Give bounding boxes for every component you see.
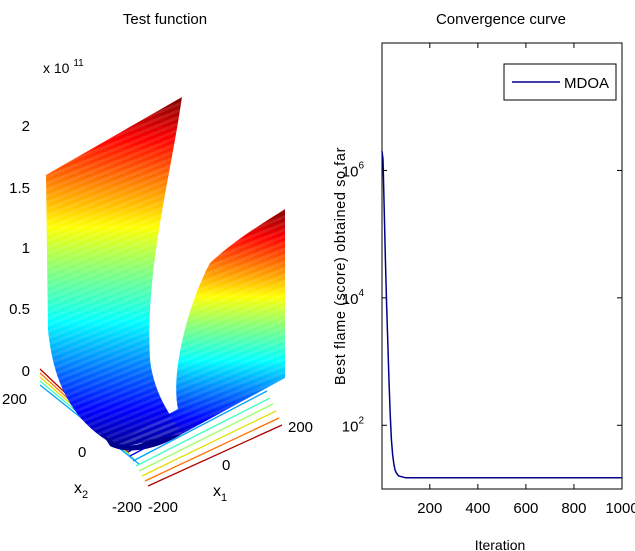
surface-title: Test function: [123, 11, 207, 28]
x-tick-label: 400: [465, 500, 490, 517]
x2-tick-label: 0: [78, 444, 86, 461]
x-ticks: 200 400 600 800 1000: [417, 43, 635, 517]
z-multiplier-base: x 10: [43, 60, 70, 76]
legend-label: MDOA: [564, 75, 609, 92]
contour-line: [135, 397, 271, 467]
contour-line: [132, 390, 268, 462]
contour-line: [147, 424, 283, 487]
z-ticks: 2 1.5 1 0.5 0: [9, 118, 30, 380]
x1-tick-label: 200: [288, 419, 313, 436]
series-group: [381, 151, 622, 479]
x1-axis-label: x1: [213, 483, 227, 504]
legend: MDOA: [503, 63, 617, 101]
x-tick-label: 600: [513, 500, 538, 517]
surface-back-stripes: [110, 209, 285, 446]
y-tick-label: 102: [342, 415, 365, 435]
series-line-mdoa: [381, 151, 622, 479]
x-tick-label: 800: [561, 500, 586, 517]
x-tick-label: 1000: [605, 500, 635, 517]
x2-tick-label: -200: [112, 499, 142, 516]
z-tick-label: 2: [22, 118, 30, 135]
plot-area: [381, 42, 623, 490]
surface-stripes: [46, 97, 182, 448]
contour-line: [141, 410, 277, 477]
x2-ticks: 200 0 -200: [2, 391, 142, 516]
x2-axis-label: x2: [74, 480, 88, 501]
x-axis-label: Iteration: [475, 537, 526, 551]
y-axis-label: Best flame (score) obtained so far: [333, 147, 349, 385]
z-tick-label: 1.5: [9, 180, 30, 197]
z-multiplier-exp: 11: [73, 58, 84, 69]
x1-ticks: -200 0 200: [148, 419, 313, 516]
z-multiplier: x 10 11: [43, 58, 84, 76]
x2-tick-label: 200: [2, 391, 27, 408]
x-tick-label: 200: [417, 500, 442, 517]
z-tick-label: 1: [22, 240, 30, 257]
surface-valley: [100, 430, 182, 451]
contour-line: [144, 417, 280, 482]
convergence-title: Convergence curve: [436, 11, 566, 28]
surface-panel: Test function x 10 11 2 1.5 1 0.5 0: [2, 11, 313, 516]
contour-line: [138, 403, 274, 472]
z-tick-label: 0.5: [9, 301, 30, 318]
z-tick-label: 0: [22, 363, 30, 380]
x1-tick-label: -200: [148, 499, 178, 516]
x1-tick-label: 0: [222, 457, 230, 474]
